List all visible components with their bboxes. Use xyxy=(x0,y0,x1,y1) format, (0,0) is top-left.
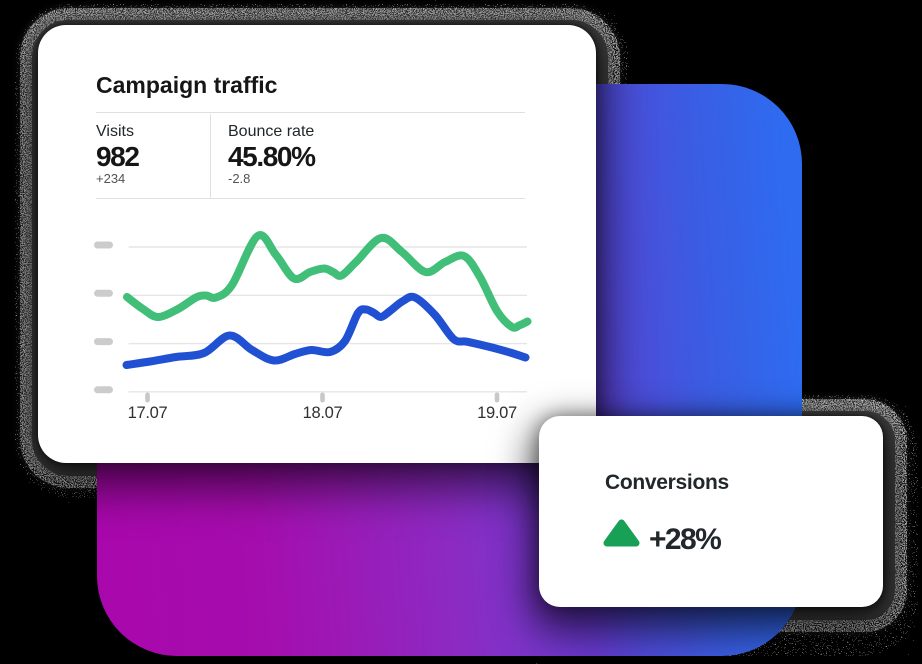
svg-text:17.07: 17.07 xyxy=(128,404,168,422)
svg-text:18.07: 18.07 xyxy=(303,404,343,422)
svg-text:19.07: 19.07 xyxy=(477,404,517,422)
